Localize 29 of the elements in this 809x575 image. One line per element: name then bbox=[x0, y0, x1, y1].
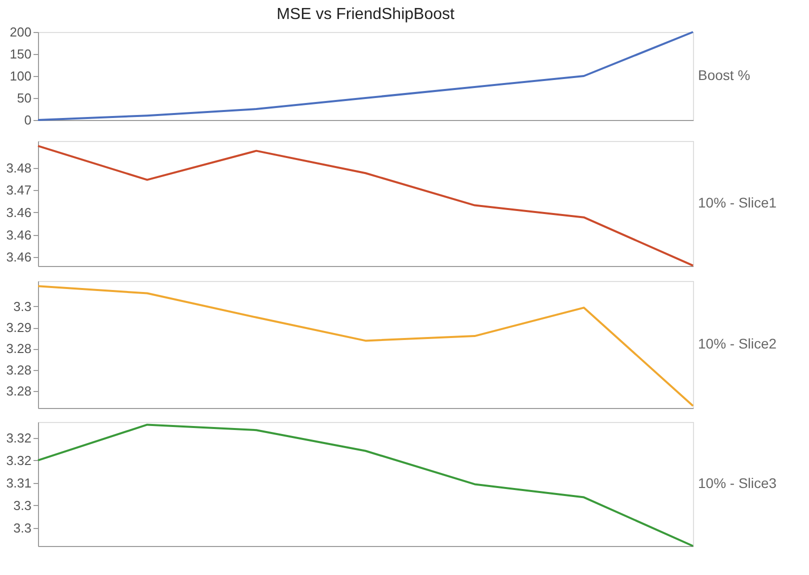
y-tick-label: 3.3 bbox=[13, 498, 32, 513]
y-tick-label: 50 bbox=[17, 90, 32, 106]
line-series bbox=[37, 144, 694, 267]
y-tick-label: 3.46 bbox=[6, 204, 32, 220]
y-tick-label: 100 bbox=[10, 68, 32, 84]
text: 10% - Slice1 bbox=[698, 194, 777, 210]
text: 10% - Slice3 bbox=[698, 475, 777, 491]
y-tick-label: 3.46 bbox=[6, 250, 32, 265]
y-tick-label: 3.32 bbox=[6, 452, 32, 468]
text: 10% - Slice2 bbox=[698, 336, 777, 352]
y-tick-label: 3.3 bbox=[13, 298, 32, 314]
y-tick-label: 3.28 bbox=[6, 341, 32, 356]
line-series bbox=[37, 285, 694, 407]
text: Boost % bbox=[698, 67, 750, 83]
y-tick-label: 3.31 bbox=[6, 475, 32, 490]
y-tick-label: 200 bbox=[10, 24, 32, 40]
line-series bbox=[37, 424, 694, 547]
y-tick-label: 3.48 bbox=[6, 160, 32, 176]
line-series bbox=[37, 31, 694, 121]
y-tick-label: 3.46 bbox=[6, 227, 32, 242]
y-tick-label: 150 bbox=[10, 46, 32, 62]
y-tick-label: 3.32 bbox=[6, 430, 32, 446]
y-tick-label: 3.47 bbox=[6, 182, 32, 198]
chart-title: MSE vs FriendShipBoost bbox=[276, 6, 455, 23]
y-tick-label: 3.28 bbox=[6, 384, 32, 399]
y-tick-label: 3.28 bbox=[6, 362, 32, 378]
y-tick-label: 3.29 bbox=[6, 320, 32, 336]
y-tick-label: 0 bbox=[24, 112, 32, 128]
y-tick-label: 3.3 bbox=[13, 520, 32, 536]
